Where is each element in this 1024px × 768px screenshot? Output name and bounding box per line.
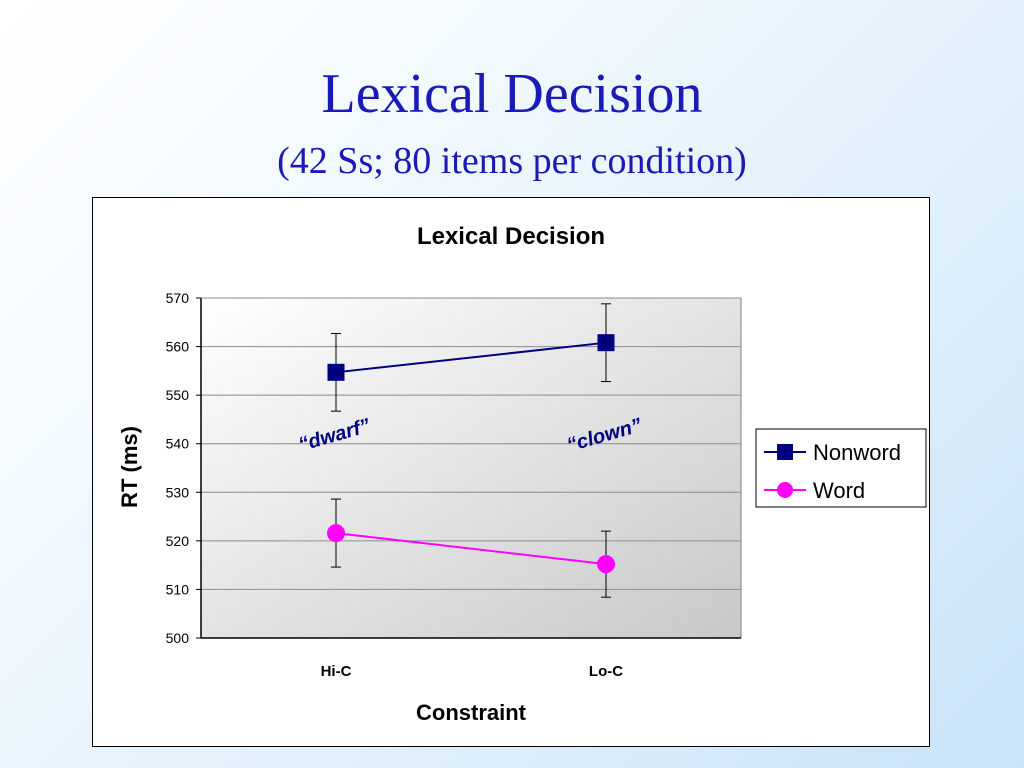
y-tick-label: 560 bbox=[166, 339, 190, 355]
y-tick-label: 510 bbox=[166, 581, 190, 597]
y-tick-label: 520 bbox=[166, 533, 190, 549]
legend-marker bbox=[777, 444, 793, 460]
chart-title: Lexical Decision bbox=[417, 223, 605, 250]
series-line bbox=[335, 341, 607, 374]
data-point bbox=[597, 555, 615, 574]
x-tick-label: Lo-C bbox=[589, 663, 623, 680]
x-axis-label: Constraint bbox=[416, 700, 527, 725]
x-tick-label: Hi-C bbox=[321, 663, 352, 680]
y-tick-label: 500 bbox=[166, 630, 190, 646]
legend-label: Nonword bbox=[813, 440, 901, 465]
plot-area bbox=[200, 297, 742, 639]
legend-label: Word bbox=[813, 478, 865, 503]
slide-title: Lexical Decision bbox=[321, 63, 703, 125]
data-point bbox=[327, 524, 345, 543]
legend-marker bbox=[777, 482, 793, 498]
y-tick-label: 550 bbox=[166, 387, 190, 403]
data-point bbox=[327, 363, 345, 381]
y-tick-label: 570 bbox=[166, 290, 190, 306]
y-axis-label: RT (ms) bbox=[117, 426, 142, 508]
y-tick-label: 540 bbox=[166, 436, 190, 452]
series-line bbox=[335, 532, 607, 566]
slide-subtitle: (42 Ss; 80 items per condition) bbox=[277, 140, 747, 182]
y-tick-label: 530 bbox=[166, 484, 190, 500]
data-point bbox=[597, 334, 615, 352]
